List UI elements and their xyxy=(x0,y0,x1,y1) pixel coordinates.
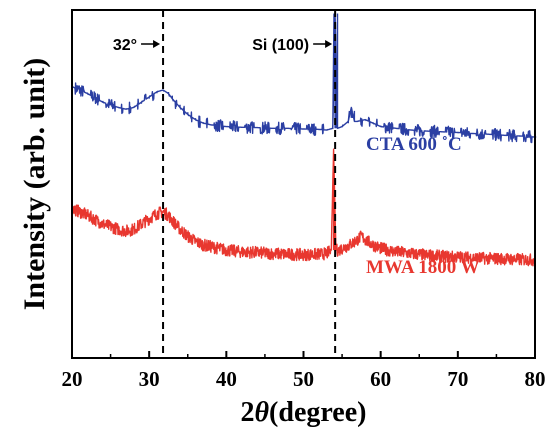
plot-frame xyxy=(71,9,536,359)
x-tick-label: 80 xyxy=(525,367,546,391)
y-axis-title: Intensity (arb. unit) xyxy=(18,58,51,311)
series-label-cta: CTA 600 ˚C xyxy=(366,134,462,155)
series-label-mwa: MWA 1800 W xyxy=(366,257,480,278)
x-tick-label: 40 xyxy=(216,367,237,391)
series-line-0 xyxy=(71,12,537,144)
x-axis-title-prefix: 2 xyxy=(241,397,255,428)
annotation-label-1: Si (100) xyxy=(252,37,309,54)
x-tick-label: 70 xyxy=(447,367,468,391)
annotation-label-0: 32° xyxy=(113,37,137,54)
x-axis-title-symbol: θ xyxy=(255,397,270,428)
x-axis-title-suffix: (degree) xyxy=(269,397,366,428)
reference-lines: 32° Si (100) xyxy=(113,10,337,358)
x-tick-label: 60 xyxy=(370,367,391,391)
series-line-1 xyxy=(71,148,536,267)
annotation-arrowhead-1 xyxy=(325,40,333,48)
annotation-arrowhead-0 xyxy=(153,40,161,48)
plot-layer xyxy=(71,12,537,267)
x-axis-title: 2θ(degree) xyxy=(241,397,367,428)
tick-layer: 20 30 40 50 60 70 80 xyxy=(62,351,546,391)
x-tick-label: 30 xyxy=(139,367,160,391)
x-tick-label: 50 xyxy=(293,367,314,391)
x-tick-label: 20 xyxy=(62,367,83,391)
